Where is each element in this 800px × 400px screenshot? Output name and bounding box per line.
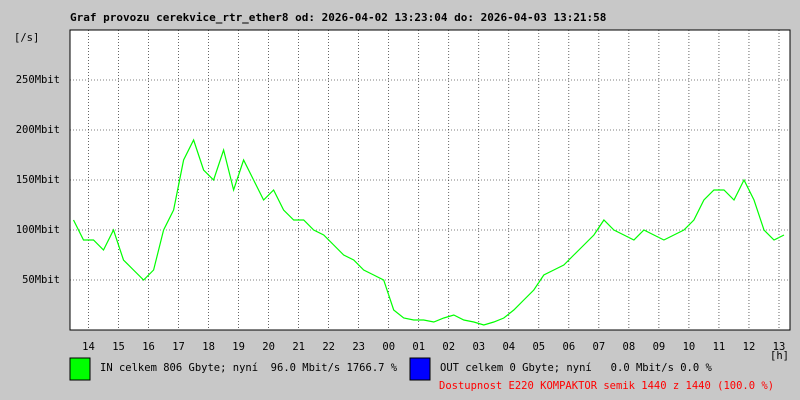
x-tick-label: 10 bbox=[683, 341, 696, 353]
x-tick-label: 21 bbox=[292, 341, 305, 353]
x-tick-label: 22 bbox=[322, 341, 335, 353]
x-tick-label: 07 bbox=[593, 341, 606, 353]
legend-text: OUT celkem 0 Gbyte; nyní 0.0 Mbit/s 0.0 … bbox=[440, 362, 713, 374]
availability-text: Dostupnost E220 KOMPAKTOR semik 1440 z 1… bbox=[439, 380, 774, 392]
x-tick-label: 03 bbox=[472, 341, 485, 353]
x-tick-label: 00 bbox=[382, 341, 395, 353]
x-tick-label: 19 bbox=[232, 341, 245, 353]
chart-title: Graf provozu cerekvice_rtr_ether8 od: 20… bbox=[70, 11, 606, 24]
y-axis-label: [/s] bbox=[14, 32, 39, 44]
x-tick-label: 18 bbox=[202, 341, 215, 353]
x-tick-label: 20 bbox=[262, 341, 275, 353]
x-tick-label: 12 bbox=[743, 341, 756, 353]
y-tick-label: 200Mbit bbox=[16, 124, 60, 136]
x-tick-label: 01 bbox=[412, 341, 425, 353]
x-tick-label: 02 bbox=[442, 341, 455, 353]
y-tick-label: 150Mbit bbox=[16, 174, 60, 186]
y-tick-label: 50Mbit bbox=[22, 274, 60, 286]
x-tick-label: 14 bbox=[82, 341, 95, 353]
x-tick-label: 17 bbox=[172, 341, 185, 353]
x-tick-label: 16 bbox=[142, 341, 155, 353]
x-tick-label: 23 bbox=[352, 341, 365, 353]
x-tick-label: 09 bbox=[653, 341, 666, 353]
x-tick-label: 13 bbox=[773, 341, 786, 353]
x-tick-label: 15 bbox=[112, 341, 125, 353]
x-tick-label: 08 bbox=[623, 341, 636, 353]
legend-swatch bbox=[409, 357, 431, 381]
data-line bbox=[72, 138, 785, 326]
x-tick-label: 05 bbox=[532, 341, 545, 353]
x-tick-label: 11 bbox=[713, 341, 726, 353]
x-tick-label: 06 bbox=[563, 341, 576, 353]
y-tick-label: 100Mbit bbox=[16, 224, 60, 236]
x-tick-label: 04 bbox=[502, 341, 515, 353]
legend-text: IN celkem 806 Gbyte; nyní 96.0 Mbit/s 17… bbox=[100, 362, 398, 374]
legend-swatch bbox=[69, 357, 91, 381]
y-tick-label: 250Mbit bbox=[16, 74, 60, 86]
x-axis-label: [h] bbox=[770, 350, 789, 362]
